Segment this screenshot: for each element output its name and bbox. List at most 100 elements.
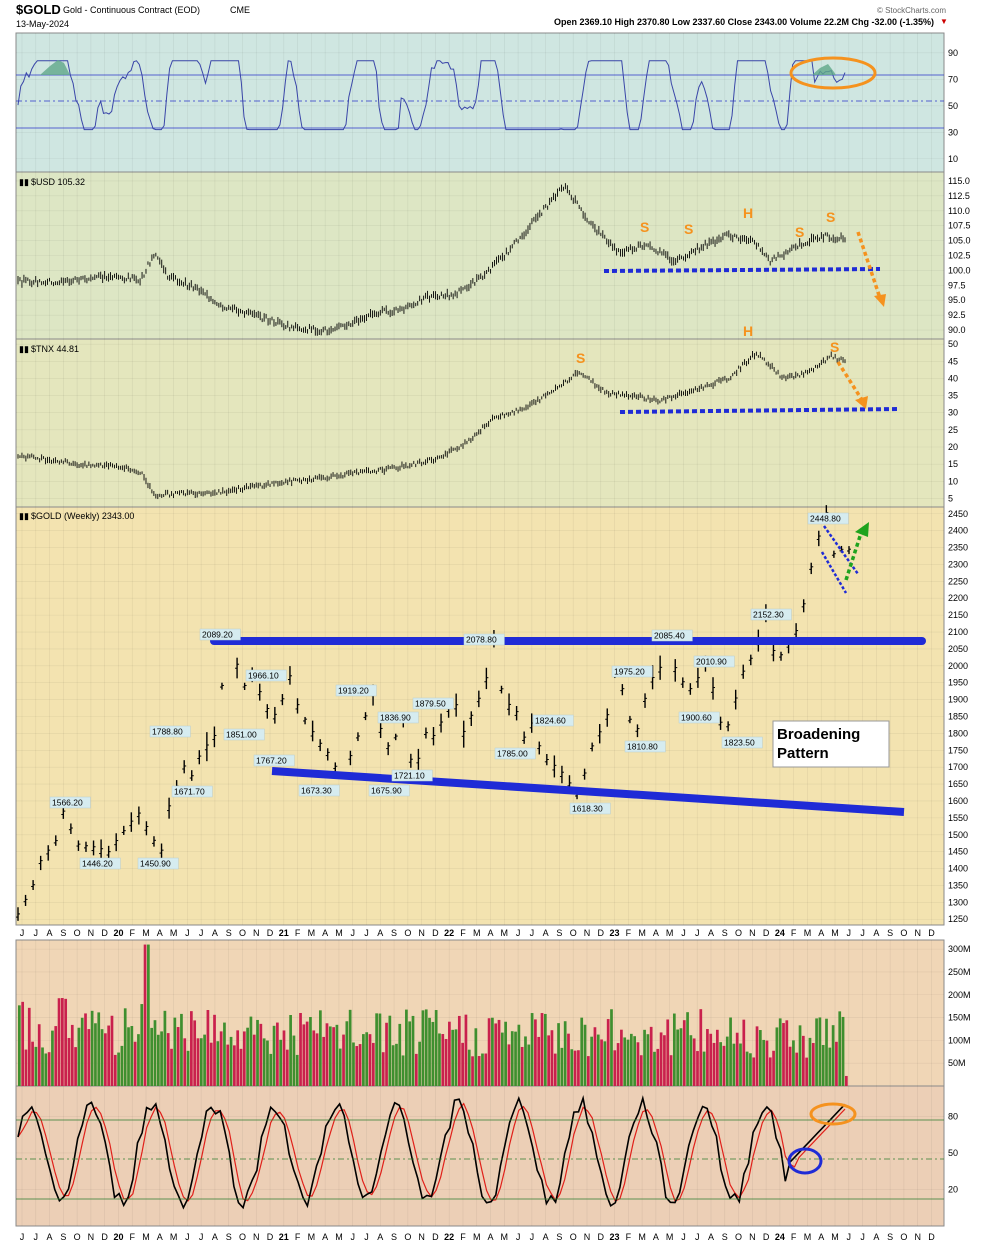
x-tick-label: M [473, 1232, 481, 1242]
x-tick-label: M [638, 1232, 646, 1242]
volume-bar [828, 1047, 832, 1086]
volume-bar [381, 1052, 385, 1086]
volume-bar [461, 1042, 464, 1086]
volume-bar [841, 1016, 845, 1086]
y-tick-label: 2250 [948, 576, 968, 586]
volume-bar [100, 1029, 104, 1086]
x-tick-label: S [60, 928, 66, 938]
y-tick-label: 105.0 [948, 236, 971, 246]
usd-pattern-s1: S [640, 219, 649, 235]
x-tick-label: 24 [775, 1232, 785, 1242]
price-label: 2085.40 [654, 631, 685, 641]
volume-bar [593, 1027, 597, 1086]
x-tick-label: A [653, 1232, 659, 1242]
price-label-box [569, 802, 611, 815]
x-tick-label: S [226, 1232, 232, 1242]
volume-bar [725, 1036, 729, 1086]
volume-bar [186, 1050, 190, 1086]
volume-bar [120, 1045, 124, 1086]
price-label: 1446.20 [82, 859, 113, 869]
rsi-overbought-fill [40, 60, 70, 75]
volume-bar [613, 1050, 617, 1086]
volume-bar [130, 1026, 134, 1086]
x-tick-label: M [308, 928, 316, 938]
x-tick-label: A [488, 1232, 494, 1242]
volume-bar [332, 1027, 335, 1086]
x-tick-label: N [914, 928, 921, 938]
volume-bar [203, 1034, 206, 1086]
volume-bar [325, 1023, 329, 1086]
x-tick-label: D [763, 1232, 770, 1242]
rsi-overbought-fill [812, 64, 836, 75]
usd-panel-label: $USD 105.32 [31, 177, 85, 187]
x-tick-label: A [157, 1232, 163, 1242]
price-label: 2448.80 [810, 514, 841, 524]
x-tick-label: J [185, 1232, 190, 1242]
volume-bar [37, 1024, 41, 1086]
x-tick-label: D [101, 928, 108, 938]
tnx-pattern-s1: S [576, 350, 585, 366]
x-tick-label: A [322, 1232, 328, 1242]
x-tick-label: J [860, 928, 865, 938]
volume-bar [190, 1011, 193, 1086]
quote-summary: Open 2369.10 High 2370.80 Low 2337.60 Cl… [554, 17, 934, 27]
volume-bar [305, 1021, 309, 1086]
stochastic-series [17, 1095, 846, 1210]
price-label-box [611, 665, 653, 678]
x-tick-label: D [598, 1232, 605, 1242]
callout-line-1: Broadening [777, 726, 860, 743]
volume-bar [74, 1047, 77, 1086]
volume-bar [692, 1038, 696, 1086]
x-tick-label: J [20, 1232, 25, 1242]
volume-bar [626, 1039, 630, 1086]
x-tick-label: A [873, 1232, 879, 1242]
volume-bar [24, 1049, 28, 1086]
x-tick-label: M [501, 1232, 509, 1242]
volume-bar [18, 1005, 21, 1086]
volume-bar [484, 1053, 488, 1086]
volume-bar [375, 1013, 378, 1086]
volume-bar [765, 1040, 769, 1086]
x-tick-label: O [74, 928, 81, 938]
x-tick-label: N [253, 1232, 260, 1242]
usd-down-arrowhead [874, 294, 886, 307]
x-tick-label: D [432, 1232, 439, 1242]
volume-bar [715, 1029, 719, 1086]
volume-bar [481, 1053, 484, 1086]
volume-bar [706, 1029, 709, 1086]
x-tick-label: O [900, 1232, 907, 1242]
price-label-box [79, 857, 121, 870]
y-tick-label: 20 [948, 442, 958, 452]
price-label-box [298, 784, 340, 797]
x-tick-label: M [666, 1232, 674, 1242]
y-tick-label: 115.0 [948, 176, 970, 186]
volume-bar [388, 1015, 392, 1086]
y-tick-label: 50M [948, 1058, 966, 1068]
volume-bar [80, 1017, 84, 1086]
x-tick-label: J [364, 1232, 369, 1242]
x-tick-label: M [501, 928, 509, 938]
volume-bar [54, 1026, 58, 1086]
volume-bar [845, 1075, 848, 1086]
x-tick-label: D [267, 1232, 274, 1242]
x-tick-label: F [295, 928, 301, 938]
rsi-overbought-circle [789, 56, 877, 90]
volume-bar [285, 1049, 289, 1086]
y-tick-label: 110.0 [948, 206, 970, 216]
chart-date: 13-May-2024 [16, 19, 69, 29]
x-tick-label: D [598, 928, 605, 938]
volume-bar [530, 1013, 534, 1086]
x-tick-label: A [47, 1232, 53, 1242]
volume-bar [147, 944, 150, 1086]
x-tick-label: J [34, 1232, 39, 1242]
volume-bar [414, 1053, 418, 1086]
x-tick-label: M [831, 928, 839, 938]
volume-bar [749, 1053, 752, 1086]
volume-bar [236, 1030, 240, 1086]
volume-bar [31, 1041, 34, 1086]
y-tick-label: 107.5 [948, 221, 971, 231]
volume-bar [117, 1052, 120, 1086]
x-tick-label: D [101, 1232, 108, 1242]
price-label: 1767.20 [256, 756, 287, 766]
volume-bar [421, 1010, 425, 1086]
